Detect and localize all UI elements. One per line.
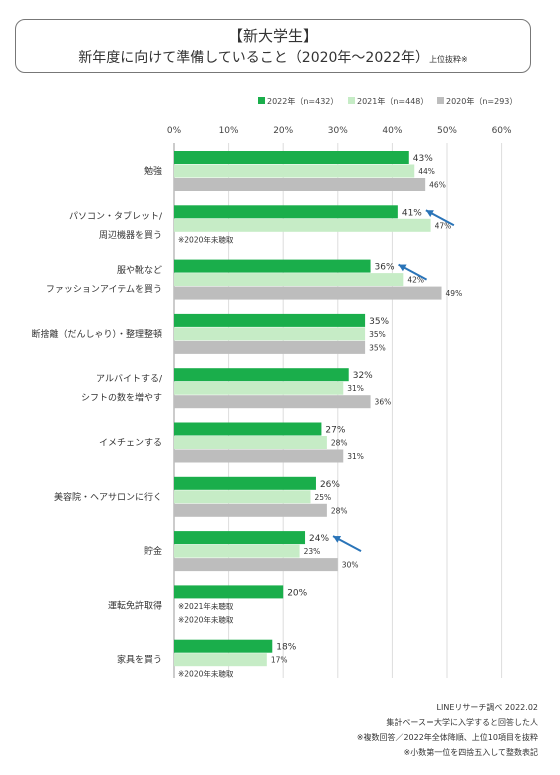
category-label: 貯金 <box>144 545 162 557</box>
bar-value-label: 18% <box>276 643 296 653</box>
subtitle-note: 上位抜粋※ <box>429 55 468 64</box>
missing-note: ※2020年未聴取 <box>178 234 234 244</box>
bar-value-label: 31% <box>347 384 364 393</box>
trend-arrow-head <box>333 536 342 543</box>
category-label: シフトの数を増やす <box>81 392 162 404</box>
bar-0 <box>174 639 273 653</box>
trend-arrow-head <box>398 264 407 272</box>
legend-label: 2021年（n=448） <box>357 96 428 106</box>
bar-value-label: 42% <box>407 276 424 285</box>
title-box: 【新大学生】 新年度に向けて準備していること（2020年～2022年）上位抜粋※ <box>15 19 531 73</box>
bar-2 <box>174 286 442 300</box>
bar-0 <box>174 476 316 490</box>
bar-2 <box>174 340 366 354</box>
bar-1 <box>174 436 327 449</box>
bar-2 <box>174 503 327 517</box>
bar-1 <box>174 544 300 558</box>
chart-subtitle: 新年度に向けて準備していること（2020年～2022年）上位抜粋※ <box>16 47 530 67</box>
bar-value-label: 28% <box>331 506 348 515</box>
legend-swatch <box>437 97 444 104</box>
category-label: 美容院・ヘアサロンに行く <box>54 491 162 503</box>
bar-0 <box>174 151 409 164</box>
x-tick-label: 40% <box>382 126 402 136</box>
x-tick-label: 10% <box>219 126 239 136</box>
x-tick-label: 20% <box>273 126 293 136</box>
bar-value-label: 44% <box>418 167 435 176</box>
missing-note: ※2020年未聴取 <box>178 614 234 624</box>
bar-1 <box>174 381 344 395</box>
bar-value-label: 36% <box>375 263 395 273</box>
chart-title: 【新大学生】 <box>227 27 318 45</box>
bar-value-label: 32% <box>353 371 373 381</box>
bar-0 <box>174 422 322 436</box>
bar-1 <box>174 273 404 287</box>
bar-value-label: 20% <box>287 588 307 598</box>
bar-value-label: 46% <box>429 181 446 190</box>
category-label: アルバイトする/ <box>96 374 163 385</box>
category-label: 断捨離（だんしゃり）・整理整頓 <box>31 328 162 340</box>
bar-value-label: 17% <box>271 656 288 665</box>
bar-2 <box>174 558 338 572</box>
footer-base: 集計ベース＝大学に入学すると回答した人 <box>386 718 538 727</box>
bar-value-label: 49% <box>446 289 463 298</box>
bar-0 <box>174 368 349 382</box>
category-label: 勉強 <box>144 165 162 177</box>
bar-1 <box>174 218 431 232</box>
bar-1 <box>174 490 311 504</box>
bar-value-label: 35% <box>369 330 386 339</box>
category-label: パソコン・タブレット/ <box>69 210 163 222</box>
x-tick-label: 60% <box>492 126 512 136</box>
legend-swatch <box>258 97 265 104</box>
category-label: ファッションアイテムを買う <box>46 284 162 295</box>
footer-note-2: ※小数第一位を四捨五入して整数表記 <box>403 748 538 757</box>
category-label: 周辺機器を買う <box>99 229 162 241</box>
category-label: イメチェンする <box>99 438 162 449</box>
bar-value-label: 31% <box>347 452 364 461</box>
bar-value-label: 30% <box>342 561 359 570</box>
footer-source: LINEリサーチ調べ 2022.02 <box>436 703 538 712</box>
x-tick-label: 0% <box>167 126 182 136</box>
bar-value-label: 26% <box>320 480 340 490</box>
x-tick-label: 50% <box>437 126 457 136</box>
bar-value-label: 36% <box>375 398 392 407</box>
legend-swatch <box>348 97 355 104</box>
bar-value-label: 24% <box>309 534 329 544</box>
bar-0 <box>174 313 366 327</box>
bar-value-label: 43% <box>413 154 433 164</box>
bar-0 <box>174 531 306 545</box>
bar-value-label: 41% <box>402 208 422 218</box>
bar-2 <box>174 395 371 409</box>
bar-2 <box>174 178 426 191</box>
bar-0 <box>174 205 398 219</box>
bar-value-label: 35% <box>369 317 389 327</box>
missing-note: ※2021年未聴取 <box>178 601 234 611</box>
category-label: 家具を買う <box>117 654 162 666</box>
bar-value-label: 35% <box>369 343 386 352</box>
bar-value-label: 27% <box>325 426 345 436</box>
subtitle-text: 新年度に向けて準備していること（2020年～2022年） <box>78 50 430 66</box>
missing-note: ※2020年未聴取 <box>178 669 234 679</box>
legend-label: 2020年（n=293） <box>446 96 517 106</box>
x-tick-label: 30% <box>328 126 348 136</box>
bar-1 <box>174 653 267 667</box>
bar-value-label: 23% <box>304 547 321 556</box>
trend-arrow-head <box>425 210 434 217</box>
legend-label: 2022年（n=432） <box>267 96 338 106</box>
bar-value-label: 28% <box>331 439 348 448</box>
bar-1 <box>174 164 415 178</box>
bar-1 <box>174 327 366 341</box>
category-label: 運転免許取得 <box>108 599 162 611</box>
bar-0 <box>174 259 371 273</box>
bar-value-label: 47% <box>435 221 452 230</box>
bar-value-label: 25% <box>315 493 332 502</box>
bar-0 <box>174 585 284 599</box>
footer-note-1: ※複数回答／2022年全体降順、上位10項目を抜粋 <box>356 733 538 742</box>
bar-2 <box>174 449 344 463</box>
category-label: 服や靴など <box>117 264 162 276</box>
